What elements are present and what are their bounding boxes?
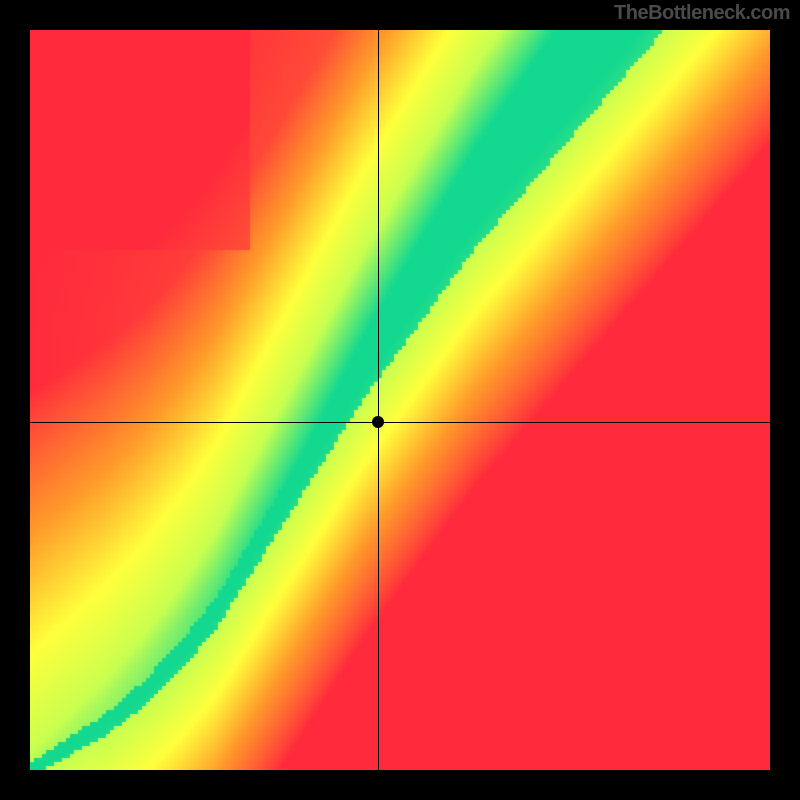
heatmap-container <box>30 30 770 770</box>
watermark-text: TheBottleneck.com <box>614 2 790 25</box>
selection-marker <box>372 416 384 428</box>
bottleneck-heatmap <box>30 30 770 770</box>
crosshair-horizontal <box>30 422 770 423</box>
crosshair-vertical <box>378 30 379 770</box>
